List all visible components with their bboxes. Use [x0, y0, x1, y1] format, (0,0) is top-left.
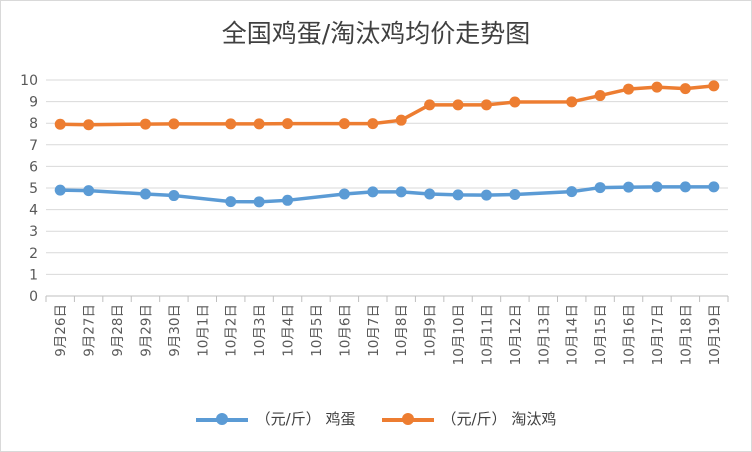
- x-tick-label: 9月26日: [53, 304, 69, 357]
- x-tick-label: 10月5日: [309, 304, 325, 357]
- data-point-0: [424, 188, 436, 200]
- legend-swatch-spent-hen: [381, 412, 434, 425]
- data-point-1: [651, 81, 663, 93]
- data-point-0: [168, 190, 180, 202]
- data-point-0: [594, 182, 606, 194]
- data-point-0: [566, 186, 578, 198]
- data-point-0: [139, 188, 151, 200]
- data-point-0: [225, 196, 237, 208]
- data-point-1: [54, 118, 66, 130]
- data-point-0: [651, 181, 663, 193]
- data-point-1: [225, 118, 237, 130]
- axes: 0 1 2 3 4 5 6 7 8 9 10 9月26日 9月27日 9月28日 9月29日 9月30日 10月…: [20, 73, 729, 365]
- legend-item-spent-hen: （元/斤） 淘汰鸡: [381, 408, 557, 429]
- legend-marker-icon: [215, 412, 228, 425]
- x-tick-label: 10月19日: [707, 304, 723, 365]
- x-tick-label: 10月13日: [536, 304, 552, 365]
- data-point-0: [338, 188, 350, 200]
- legend-label-spent-hen: （元/斤） 淘汰鸡: [441, 410, 557, 428]
- legend: （元/斤） 鸡蛋 （元/斤） 淘汰鸡: [0, 408, 752, 429]
- data-point-0: [282, 194, 294, 206]
- x-tick-label: 10月4日: [281, 304, 297, 357]
- data-point-0: [623, 181, 635, 193]
- legend-label-egg: （元/斤） 鸡蛋: [255, 410, 356, 428]
- data-point-1: [566, 96, 578, 108]
- x-tick-label: 9月30日: [167, 304, 183, 357]
- data-point-1: [253, 118, 265, 130]
- data-point-1: [594, 90, 606, 102]
- x-tick-label: 10月1日: [195, 304, 211, 357]
- chart-title: 全国鸡蛋/淘汰鸡均价走势图: [221, 19, 531, 48]
- data-point-1: [83, 119, 95, 131]
- data-point-1: [338, 118, 350, 130]
- data-point-0: [679, 181, 691, 193]
- series-line-1: [58, 84, 716, 127]
- x-tick-label: 10月14日: [565, 304, 581, 365]
- data-point-0: [83, 185, 95, 197]
- y-tick-label: 9: [29, 95, 38, 111]
- data-point-0: [253, 196, 265, 208]
- y-tick-label: 3: [29, 224, 38, 240]
- legend-marker-icon: [401, 412, 414, 425]
- data-point-1: [367, 118, 379, 130]
- data-point-0: [54, 184, 66, 196]
- x-tick-label: 10月9日: [423, 304, 439, 357]
- data-point-1: [480, 99, 492, 111]
- y-tick-label: 4: [29, 203, 38, 219]
- data-point-1: [139, 118, 151, 130]
- data-point-1: [679, 83, 691, 95]
- data-point-1: [424, 99, 436, 111]
- x-tick-label: 9月29日: [138, 304, 154, 357]
- y-tick-label: 0: [29, 289, 38, 305]
- data-point-0: [480, 189, 492, 201]
- y-tick-label: 7: [29, 138, 38, 154]
- gridlines: [46, 79, 728, 275]
- data-point-1: [623, 83, 635, 95]
- x-tick-label: 10月8日: [394, 304, 410, 357]
- data-point-0: [367, 186, 379, 198]
- y-tick-label: 6: [29, 159, 38, 175]
- x-tick-label: 10月11日: [479, 304, 495, 365]
- legend-swatch-egg: [195, 412, 248, 425]
- x-tick-label: 10月3日: [252, 304, 268, 357]
- x-tick-label: 10月17日: [650, 304, 666, 365]
- x-tick-label: 10月12日: [508, 304, 524, 365]
- data-point-1: [168, 118, 180, 130]
- data-point-0: [708, 181, 720, 193]
- y-tick-label: 10: [20, 73, 38, 89]
- y-tick-label: 5: [29, 181, 38, 197]
- x-tick-label: 9月28日: [110, 304, 126, 357]
- x-tick-label: 10月6日: [337, 304, 353, 357]
- y-tick-label: 8: [29, 116, 38, 132]
- y-tick-label: 1: [29, 267, 38, 283]
- data-point-1: [708, 80, 720, 92]
- data-point-0: [509, 188, 521, 200]
- y-tick-label: 2: [29, 246, 38, 262]
- x-tick-label: 10月18日: [678, 304, 694, 365]
- legend-item-egg: （元/斤） 鸡蛋: [195, 408, 356, 429]
- data-point-1: [395, 114, 407, 126]
- series-line-0: [58, 185, 716, 204]
- x-tick-label: 10月10日: [451, 304, 467, 365]
- x-tick-label: 10月15日: [593, 304, 609, 365]
- data-point-1: [282, 118, 294, 130]
- series-layer: [54, 80, 720, 208]
- data-point-0: [452, 189, 464, 201]
- x-tick-label: 10月2日: [224, 304, 240, 357]
- x-tick-label: 9月27日: [82, 304, 98, 357]
- x-tick-label: 10月16日: [622, 304, 638, 365]
- data-point-0: [395, 186, 407, 198]
- x-tick-label: 10月7日: [366, 304, 382, 357]
- data-point-1: [452, 99, 464, 111]
- data-point-1: [509, 96, 521, 108]
